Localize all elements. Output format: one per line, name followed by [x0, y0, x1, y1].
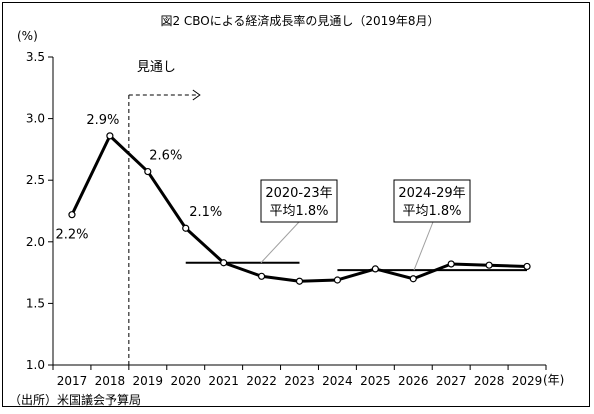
callout-label-period: 2024-29年: [398, 186, 465, 201]
x-tick-label: 2017: [57, 374, 88, 388]
data-point: [182, 224, 190, 232]
data-point: [295, 277, 304, 285]
x-tick-label: 2019: [133, 374, 164, 388]
x-tick-label: 2022: [246, 374, 277, 388]
y-tick-label: 3.0: [26, 112, 45, 126]
callout-label-period: 2020-23年: [265, 186, 332, 201]
x-tick-label: 2021: [208, 374, 239, 388]
x-axis-unit: (年): [543, 373, 564, 387]
chart-frame: 図2 CBOによる経済成長率の見通し（2019年8月） (%) (年) （出所）…: [2, 2, 590, 407]
data-point: [220, 259, 228, 267]
callout-leader: [413, 221, 434, 271]
data-point: [144, 167, 152, 176]
data-label: 2.6%: [149, 149, 182, 164]
callout-label-average: 平均1.8%: [269, 204, 328, 219]
x-tick-label: 2025: [360, 374, 391, 388]
data-point: [106, 132, 114, 140]
x-tick-label: 2023: [284, 374, 315, 388]
data-point: [333, 276, 342, 284]
x-tick-label: 2029: [512, 374, 543, 388]
x-tick-label: 2024: [322, 374, 353, 388]
data-point: [523, 262, 531, 271]
callout-box: [393, 179, 471, 223]
y-tick-label: 3.5: [26, 50, 45, 64]
data-point: [371, 265, 379, 273]
data-point: [447, 260, 455, 268]
data-point: [409, 275, 417, 283]
y-axis-unit: (%): [17, 29, 38, 43]
callout-label-average: 平均1.8%: [402, 204, 461, 219]
forecast-label: 見通し: [137, 60, 176, 75]
x-tick-label: 2027: [436, 374, 467, 388]
growth-rate-chart: 図2 CBOによる経済成長率の見通し（2019年8月） (%) (年) （出所）…: [9, 13, 564, 407]
y-tick-label: 2.5: [26, 173, 45, 187]
data-point: [68, 211, 76, 219]
callout-leader: [260, 221, 300, 264]
data-point: [257, 272, 266, 280]
data-label: 2.9%: [86, 113, 119, 128]
forecast-arrow-head: [192, 89, 201, 101]
data-label: 2.2%: [55, 228, 88, 243]
y-tick-label: 1.5: [26, 296, 45, 310]
x-tick-label: 2018: [95, 374, 126, 388]
x-tick-label: 2020: [170, 374, 201, 388]
data-point: [485, 261, 493, 269]
y-tick-label: 1.0: [26, 358, 45, 372]
plot-area: 1.0 1.5 2.0 2.5 3.0 3.5 2017 2018 2019 2020 2021 20…: [26, 50, 547, 388]
data-label: 2.1%: [189, 205, 222, 220]
callout-box: [260, 179, 338, 223]
x-tick-label: 2026: [398, 374, 429, 388]
y-tick-label: 2.0: [26, 235, 45, 249]
chart-title: 図2 CBOによる経済成長率の見通し（2019年8月）: [160, 13, 439, 28]
source-note: （出所）米国議会予算局: [9, 392, 141, 407]
x-tick-label: 2028: [474, 374, 505, 388]
